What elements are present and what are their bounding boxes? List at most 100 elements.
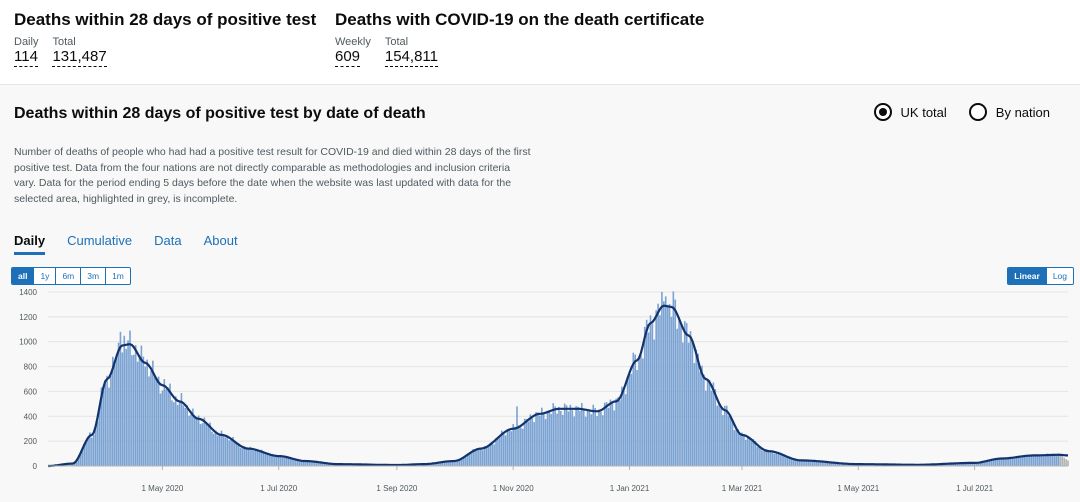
bar xyxy=(1050,455,1052,466)
bar xyxy=(548,412,551,466)
range-1y-button[interactable]: 1y xyxy=(34,268,57,284)
bar xyxy=(430,463,433,466)
bar xyxy=(647,332,650,466)
scale-linear-button[interactable]: Linear xyxy=(1008,268,1047,284)
bar xyxy=(758,446,760,466)
bar xyxy=(508,430,511,466)
range-3m-button[interactable]: 3m xyxy=(81,268,107,284)
radio-selected-icon[interactable] xyxy=(873,103,892,121)
bar xyxy=(802,460,804,466)
bar xyxy=(514,426,516,466)
bar xyxy=(968,463,970,466)
metric-value[interactable]: 114 xyxy=(14,48,38,67)
bar xyxy=(826,462,829,466)
bar xyxy=(666,304,669,466)
bar xyxy=(516,406,518,466)
radio-unselected-icon[interactable] xyxy=(968,103,987,121)
metric-value[interactable]: 154,811 xyxy=(384,48,438,67)
bar xyxy=(638,356,640,466)
bar xyxy=(108,387,110,466)
radio-by-nation[interactable]: By nation xyxy=(968,103,1050,121)
bar xyxy=(1015,457,1018,466)
bar xyxy=(786,457,789,466)
range-1m-button[interactable]: 1m xyxy=(112,271,124,281)
bar xyxy=(214,430,217,466)
bar xyxy=(434,463,436,466)
bar xyxy=(211,431,213,466)
bar xyxy=(975,462,978,466)
bar xyxy=(275,456,278,466)
tab-cumulative[interactable]: Cumulative xyxy=(67,233,133,248)
bar xyxy=(291,459,293,466)
bar xyxy=(561,414,564,466)
bar xyxy=(521,428,524,466)
bar xyxy=(600,411,602,466)
bar xyxy=(447,461,450,466)
bar xyxy=(676,328,678,466)
bar xyxy=(664,296,667,466)
bar xyxy=(94,424,97,466)
headline-deaths-28-days: Deaths within 28 days of positive test D… xyxy=(14,10,316,67)
y-tick-label: 0 xyxy=(33,462,38,471)
bar xyxy=(285,457,288,466)
tab-daily[interactable]: Daily xyxy=(14,233,46,255)
bar xyxy=(445,461,448,466)
bar xyxy=(239,447,242,466)
metric-total[interactable]: Total 131,487 xyxy=(52,36,107,67)
bar xyxy=(621,386,623,466)
bar xyxy=(655,310,657,466)
metric-value[interactable]: 131,487 xyxy=(52,48,107,67)
bar xyxy=(140,345,143,466)
bar xyxy=(186,405,188,466)
tab-about[interactable]: About xyxy=(203,233,238,248)
scale-log-button[interactable]: Log xyxy=(1052,271,1067,281)
bar xyxy=(1059,454,1062,466)
bar xyxy=(323,462,326,466)
bar xyxy=(333,464,335,466)
bar xyxy=(316,462,318,466)
bar xyxy=(828,462,831,466)
bar xyxy=(819,461,821,466)
bar xyxy=(161,390,164,466)
x-tick-label: 1 Nov 2020 xyxy=(493,484,534,493)
bar xyxy=(605,402,608,466)
bar xyxy=(500,430,503,466)
bar xyxy=(584,416,587,466)
bar xyxy=(1025,457,1027,466)
bar xyxy=(460,457,463,466)
bar xyxy=(773,453,776,466)
bar xyxy=(806,459,808,466)
chart-tabs: Daily Cumulative Data About xyxy=(14,233,238,255)
bar xyxy=(785,457,787,466)
bar xyxy=(266,453,269,466)
bar xyxy=(960,463,963,466)
tab-data[interactable]: Data xyxy=(154,233,182,248)
bar xyxy=(106,375,108,466)
bar xyxy=(153,377,156,466)
bar xyxy=(712,382,715,466)
metric-weekly[interactable]: Weekly 609 xyxy=(335,36,371,67)
bar xyxy=(689,331,692,466)
bar xyxy=(253,450,255,466)
bar xyxy=(1021,456,1024,466)
bar xyxy=(495,438,497,466)
bar xyxy=(706,379,709,466)
radio-uk-total[interactable]: UK total xyxy=(873,103,947,121)
metric-daily[interactable]: Daily 114 xyxy=(14,36,38,67)
metric-total[interactable]: Total 154,811 xyxy=(384,36,438,67)
bar xyxy=(624,394,627,466)
bar xyxy=(752,439,755,466)
range-6m-button[interactable]: 6m xyxy=(56,268,82,284)
bar xyxy=(817,460,820,466)
bar xyxy=(735,427,738,466)
bar xyxy=(306,460,309,466)
range-all-button[interactable]: all xyxy=(12,268,35,284)
bar xyxy=(1053,455,1056,466)
bar xyxy=(308,461,310,466)
bar xyxy=(1065,459,1067,466)
bar xyxy=(491,443,494,466)
bar xyxy=(199,424,202,466)
metric-value[interactable]: 609 xyxy=(335,48,361,67)
bar xyxy=(790,458,793,466)
